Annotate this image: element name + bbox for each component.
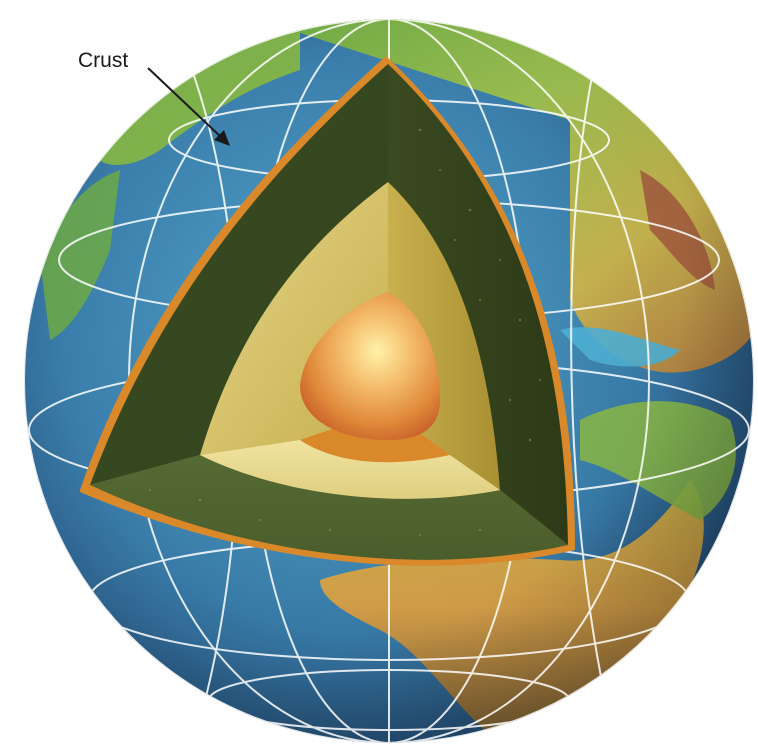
crust-annotation: Crust <box>78 49 230 146</box>
mantle-speckles <box>149 128 541 536</box>
crust-pointer-arrowhead <box>214 130 230 146</box>
crust-label: Crust <box>78 49 128 72</box>
mantle-right-face <box>388 64 568 545</box>
crust-pointer-line <box>147 67 223 139</box>
mantle-floor <box>90 455 568 560</box>
outer-core-floor <box>200 440 500 499</box>
inner-core <box>300 292 440 440</box>
cutaway-wedge <box>80 56 575 566</box>
